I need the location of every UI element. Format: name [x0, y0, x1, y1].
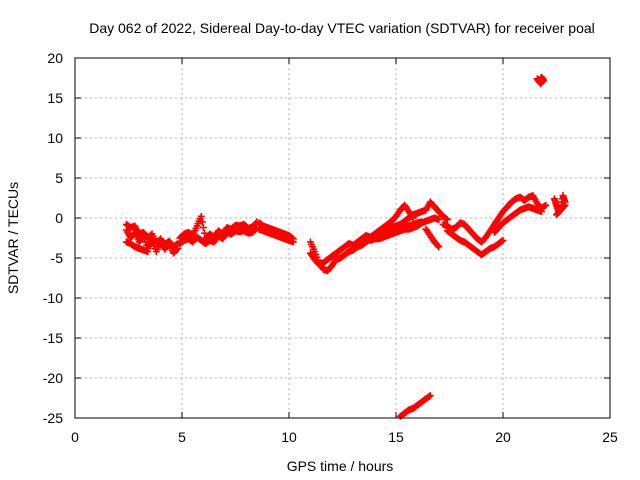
y-tick-label: -10: [43, 290, 63, 306]
y-tick-label: -25: [43, 410, 63, 426]
data-point: [198, 218, 206, 226]
x-tick-label: 5: [178, 429, 186, 445]
x-tick-label: 20: [495, 429, 511, 445]
y-axis-label: SDTVAR / TECUs: [5, 182, 21, 294]
x-axis-label: GPS time / hours: [287, 458, 394, 474]
data-point: [435, 216, 443, 224]
tick-labels: 0 5 10 15 20 25 -25 -20 -15 -10 -5 0 5 10 15 20: [43, 50, 618, 445]
x-tick-label: 25: [602, 429, 618, 445]
data-point: [560, 202, 568, 210]
y-tick-label: 15: [47, 90, 63, 106]
chart-title: Day 062 of 2022, Sidereal Day-to-day VTE…: [89, 20, 595, 36]
x-tick-label: 15: [388, 429, 404, 445]
y-tick-label: -5: [51, 250, 64, 266]
data-point: [197, 212, 205, 220]
data-point: [499, 236, 507, 244]
data-point: [289, 238, 297, 246]
data-point: [561, 201, 569, 209]
y-tick-label: 0: [55, 210, 63, 226]
y-tick-label: 10: [47, 130, 63, 146]
data-points: [122, 73, 569, 420]
data-point: [144, 248, 152, 256]
data-point: [435, 243, 443, 251]
data-point: [536, 80, 544, 88]
y-tick-label: -15: [43, 330, 63, 346]
x-tick-label: 10: [281, 429, 297, 445]
data-point: [199, 224, 207, 232]
y-tick-label: 5: [55, 170, 63, 186]
data-point: [538, 208, 546, 216]
data-point: [542, 201, 550, 209]
y-tick-label: 20: [47, 50, 63, 66]
data-point: [443, 216, 451, 224]
data-point: [434, 242, 442, 250]
plot-frame: [74, 57, 611, 419]
x-tick-label: 0: [71, 429, 79, 445]
y-tick-label: -20: [43, 370, 63, 386]
grid: [75, 58, 610, 418]
data-point: [426, 392, 434, 400]
